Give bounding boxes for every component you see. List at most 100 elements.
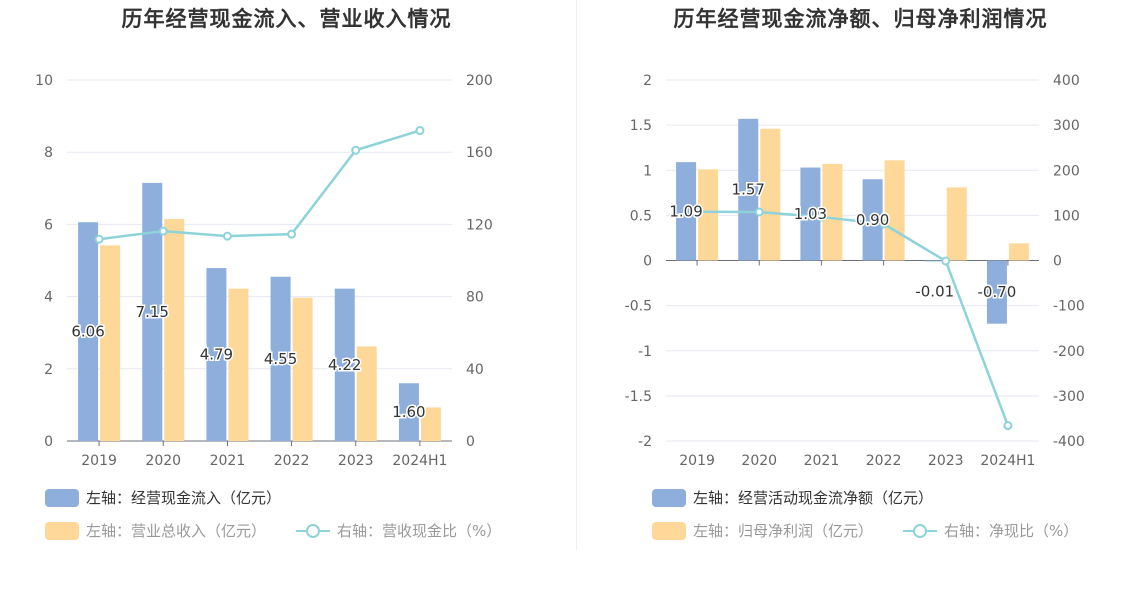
y-tick-label-right: -200: [1053, 344, 1085, 360]
y-tick-label-left: 0.5: [630, 208, 652, 224]
data-label: 4.79: [200, 346, 233, 364]
panel-divider: [576, 0, 577, 550]
y-tick-label-left: -1: [638, 344, 652, 360]
x-tick-label: 2021: [804, 453, 840, 469]
bar-series-1: [924, 260, 945, 262]
y-tick-label-right: 0: [1053, 254, 1062, 270]
data-label: 4.55: [264, 350, 297, 368]
legend-item-bar2[interactable]: 左轴：营业总收入（亿元）: [45, 520, 266, 541]
y-tick-label-left: 6: [44, 217, 53, 233]
bar-series-1: [862, 179, 883, 261]
x-tick-label: 2020: [741, 453, 777, 469]
line-point: [1003, 421, 1013, 431]
chart-title: 历年经营现金流入、营业收入情况: [121, 7, 452, 31]
bar-series-1: [738, 118, 759, 261]
bar-series-2: [164, 218, 185, 441]
legend-item-bar1[interactable]: 左轴：经营现金流入（亿元）: [45, 487, 281, 508]
y-tick-label-left: 1: [643, 163, 652, 179]
y-tick-label-right: 300: [1053, 118, 1080, 134]
y-tick-label-right: -300: [1053, 389, 1085, 405]
bar-series-2: [698, 169, 719, 261]
legend-swatch: [45, 521, 79, 540]
data-label: 6.06: [71, 323, 104, 341]
line-point: [879, 219, 889, 229]
line-point: [287, 229, 297, 239]
line-point: [158, 226, 168, 236]
y-tick-label-right: 0: [466, 434, 475, 450]
y-tick-label-right: -400: [1053, 434, 1085, 450]
legend-label: 右轴：营收现金比（%）: [337, 522, 502, 540]
line-point: [222, 231, 232, 241]
line-point: [754, 207, 764, 217]
x-tick-label: 2024H1: [392, 453, 447, 469]
bar-series-1: [398, 383, 419, 441]
data-label: 1.09: [669, 202, 702, 220]
data-label: 1.57: [732, 181, 765, 199]
bar-series-1: [986, 260, 1007, 324]
y-tick-label-left: -2: [638, 434, 652, 450]
legend-item-line[interactable]: 右轴：净现比（%）: [903, 520, 1078, 541]
y-tick-label-left: 10: [35, 73, 53, 89]
y-tick-label-right: 400: [1053, 73, 1080, 89]
line-point: [941, 256, 951, 266]
bar-series-1: [334, 288, 355, 441]
legend-swatch: [652, 488, 686, 507]
data-label: 0.90: [856, 211, 889, 229]
legend-swatch: [652, 521, 686, 540]
bar-series-1: [676, 162, 697, 261]
y-tick-label-left: 4: [44, 290, 53, 306]
line-point: [94, 234, 104, 244]
legend-item-line[interactable]: 右轴：营收现金比（%）: [296, 520, 501, 541]
data-label: -0.70: [978, 283, 1017, 301]
y-tick-label-left: 0: [44, 434, 53, 450]
data-label: 1.03: [794, 205, 827, 223]
bar-series-2: [228, 288, 249, 441]
legend-item-bar1[interactable]: 左轴：经营活动现金流净额（亿元）: [652, 487, 933, 508]
y-tick-label-right: -100: [1053, 299, 1085, 315]
x-tick-label: 2019: [81, 453, 117, 469]
x-tick-label: 2023: [928, 453, 964, 469]
y-tick-label-left: -1.5: [625, 389, 652, 405]
data-label: 1.60: [392, 403, 425, 421]
data-label: 7.15: [136, 303, 169, 321]
bar-series-2: [356, 346, 377, 441]
y-tick-label-left: 1.5: [630, 118, 652, 134]
x-tick-label: 2023: [338, 453, 374, 469]
x-tick-label: 2019: [679, 453, 715, 469]
chart-panel-cash-inflow: 历年经营现金流入、营业收入情况 0 0 2 40 4 80 6 120 8 160 10 200 201…: [0, 0, 573, 589]
bar-series-2: [760, 128, 781, 261]
bar-series-2: [884, 160, 905, 261]
x-tick-label: 2022: [274, 453, 310, 469]
data-label: -0.01: [915, 283, 954, 301]
line-point: [816, 212, 826, 222]
bar-series-1: [142, 182, 163, 441]
bar-series-2: [946, 187, 967, 261]
x-tick-label: 2021: [210, 453, 246, 469]
y-tick-label-right: 120: [466, 217, 493, 233]
line-series: [98, 129, 421, 241]
bar-series-1: [270, 276, 291, 441]
y-tick-label-left: 2: [643, 73, 652, 89]
y-tick-label-left: 0: [643, 254, 652, 270]
line-point: [351, 145, 361, 155]
legend-label: 左轴：经营活动现金流净额（亿元）: [693, 489, 934, 507]
bar-series-1: [78, 222, 99, 441]
legend-line-icon: [296, 522, 330, 540]
chart-panel-net-cash-flow: 历年经营现金流净额、归母净利润情况 -2 -400 -1.5 -300 -1 -200 -0…: [574, 0, 1147, 589]
y-tick-label-left: -0.5: [625, 299, 652, 315]
legend-swatch: [45, 488, 79, 507]
line-point: [415, 126, 425, 136]
legend-line-icon: [903, 522, 937, 540]
bar-series-1: [800, 167, 821, 261]
y-tick-label-right: 80: [466, 290, 484, 306]
y-tick-label-right: 200: [466, 73, 493, 89]
data-label: 4.22: [328, 356, 361, 374]
legend-label: 右轴：净现比（%）: [944, 522, 1079, 540]
chart-title: 历年经营现金流净额、归母净利润情况: [673, 7, 1048, 31]
legend-label: 左轴：归母净利润（亿元）: [693, 522, 874, 540]
y-tick-label-right: 200: [1053, 163, 1080, 179]
y-tick-label-right: 100: [1053, 208, 1080, 224]
y-tick-label-right: 40: [466, 362, 484, 378]
legend-item-bar2[interactable]: 左轴：归母净利润（亿元）: [652, 520, 873, 541]
legend-label: 左轴：营业总收入（亿元）: [86, 522, 267, 540]
